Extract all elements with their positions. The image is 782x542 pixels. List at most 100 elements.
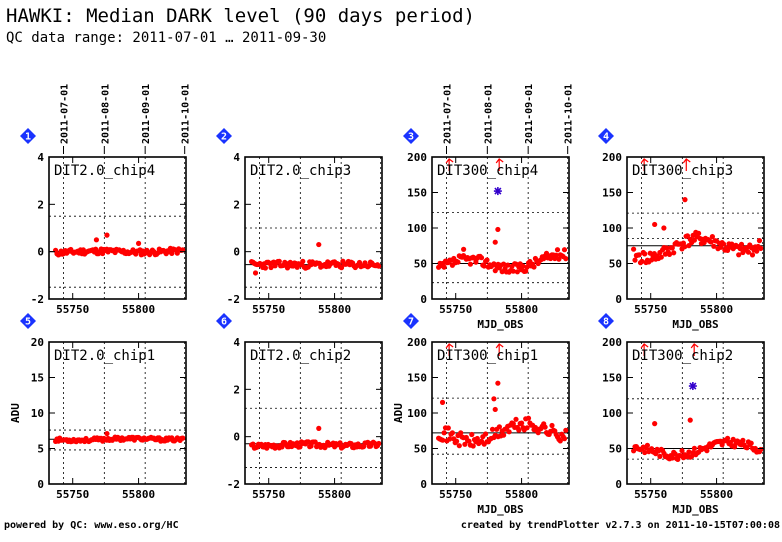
data-point <box>441 430 447 436</box>
data-point <box>268 264 274 271</box>
panel-badge-number: 6 <box>221 317 227 328</box>
y-tick-label: 4 <box>233 336 240 349</box>
data-point <box>250 441 256 447</box>
data-point-outlier <box>461 246 467 252</box>
panel-frame <box>48 156 187 300</box>
panel-badge-diamond <box>216 128 232 144</box>
data-point <box>470 443 476 449</box>
data-point-outlier <box>491 396 497 402</box>
data-point <box>557 438 563 444</box>
data-point <box>467 261 473 267</box>
data-point <box>489 426 496 432</box>
out-of-range-arrow <box>495 158 504 171</box>
data-point-outlier <box>682 197 688 203</box>
panel-label: DIT2.0_chip1 <box>54 348 155 364</box>
data-point <box>642 251 648 257</box>
data-point <box>736 252 742 258</box>
date-axis-label: 2011-08-01 <box>483 84 494 144</box>
data-point-outlier <box>252 270 259 276</box>
data-point <box>337 440 343 446</box>
x-axis-label: MJD_OBS <box>672 318 718 331</box>
data-point <box>445 425 451 431</box>
data-point <box>657 453 663 459</box>
panel-5: 5 DIT2.0_chip1 0 5 10 15 20 55750 55800 ADU <box>9 313 187 501</box>
out-of-range-arrow <box>445 343 454 356</box>
data-point <box>672 451 678 457</box>
data-point <box>642 449 648 456</box>
page-title: HAWKI: Median DARK level (90 days period… <box>6 5 475 27</box>
panel-8: 8 DIT300_chip2 0 50 100 150 200 55750 55800 MJD_O… <box>598 313 765 516</box>
data-point <box>524 264 530 270</box>
date-axis-label: 2011-09-01 <box>524 84 535 144</box>
data-point <box>631 448 637 454</box>
data-point <box>664 245 670 251</box>
x-tick-label: 55800 <box>122 303 155 316</box>
y-tick-label: 15 <box>31 372 44 385</box>
y-tick-label: 2 <box>233 198 240 211</box>
data-point <box>679 448 685 454</box>
data-point-outlier <box>495 226 501 233</box>
data-point <box>458 430 464 436</box>
data-point <box>514 269 521 275</box>
data-point <box>93 246 99 252</box>
data-point <box>737 245 743 252</box>
data-point <box>542 424 548 430</box>
x-tick-label: 55800 <box>700 303 733 316</box>
data-point <box>525 415 532 421</box>
y-tick-label: 200 <box>407 336 427 349</box>
x-axis-label: MJD_OBS <box>477 503 523 516</box>
data-point <box>524 425 530 431</box>
data-point <box>474 435 480 442</box>
data-point <box>505 262 511 268</box>
data-point <box>754 248 760 254</box>
data-point <box>554 247 561 253</box>
data-point <box>501 261 507 267</box>
y-tick-label: 0 <box>420 478 427 491</box>
data-point <box>658 254 664 260</box>
x-tick-label: 55800 <box>318 488 351 501</box>
data-point-outlier <box>492 406 498 413</box>
y-tick-label: 200 <box>407 151 427 164</box>
panel-badge-number: 7 <box>408 317 414 328</box>
y-tick-label: 150 <box>602 187 622 200</box>
panel-badge-diamond <box>598 128 614 144</box>
y-tick-label: 150 <box>602 372 622 385</box>
data-point-outlier <box>439 399 446 405</box>
x-axis-label: MJD_OBS <box>672 503 718 516</box>
data-point-outlier <box>316 241 322 248</box>
panel-frame <box>244 341 383 485</box>
date-axis-label: 2011-09-01 <box>141 84 152 144</box>
data-point <box>669 455 675 461</box>
data-point <box>631 246 637 252</box>
x-tick-label: 55750 <box>56 488 89 501</box>
y-tick-label: 2 <box>233 383 240 396</box>
data-point <box>649 257 655 263</box>
data-point <box>180 247 186 253</box>
y-axis-label: ADU <box>392 403 405 423</box>
y-tick-label: 4 <box>37 151 44 164</box>
data-point <box>520 263 526 269</box>
x-tick-label: 55750 <box>56 303 89 316</box>
data-point <box>720 241 727 247</box>
y-tick-label: 50 <box>414 258 427 271</box>
data-point <box>684 233 691 239</box>
y-tick-label: 50 <box>609 443 622 456</box>
data-point <box>691 237 698 243</box>
data-point <box>745 249 752 255</box>
data-point <box>481 263 487 269</box>
data-point <box>561 247 568 253</box>
panel-label: DIT300_chip1 <box>437 348 538 364</box>
panel-label: DIT2.0_chip4 <box>54 163 155 179</box>
panel-badge-number: 1 <box>25 132 31 143</box>
y-tick-label: 200 <box>602 151 622 164</box>
data-point <box>516 427 522 433</box>
data-point <box>740 437 746 443</box>
data-point <box>440 437 446 443</box>
panel-label: DIT300_chip2 <box>632 348 733 364</box>
y-tick-label: -2 <box>31 293 44 306</box>
data-point <box>308 443 314 449</box>
star-marker <box>493 187 502 196</box>
data-point <box>749 252 756 258</box>
panel-badge-diamond <box>20 313 36 329</box>
data-point <box>636 252 642 258</box>
